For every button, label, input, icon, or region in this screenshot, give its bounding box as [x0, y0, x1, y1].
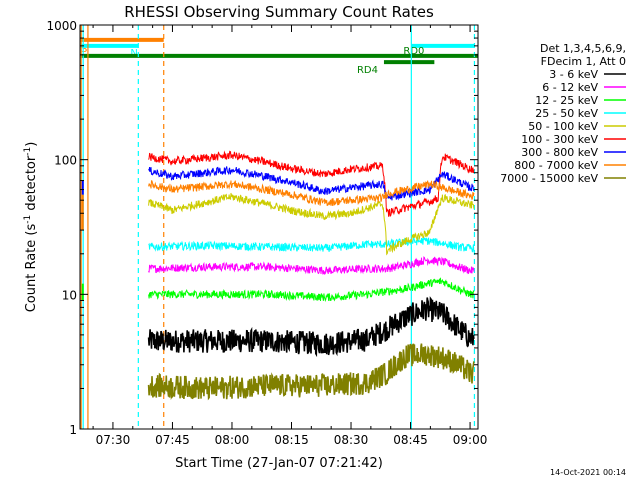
legend-label: 800 - 7000 keV: [514, 159, 598, 172]
x-tick-label: 07:45: [155, 433, 190, 447]
x-tick-label: 09:00: [453, 433, 488, 447]
series-line: [148, 150, 475, 217]
legend: Det 1,3,4,5,6,9, FDecim 1, Att 0 3 - 6 k…: [500, 42, 626, 185]
legend-label: 3 - 6 keV: [549, 68, 598, 81]
x-tick-label: 08:45: [393, 433, 428, 447]
series-line: [148, 180, 475, 207]
x-tick-label: 08:15: [274, 433, 309, 447]
y-tick-label: 10: [62, 288, 77, 302]
state-bar-label: N: [130, 48, 137, 59]
state-bar-label: RD4: [357, 65, 378, 76]
x-axis-label: Start Time (27-Jan-07 07:21:42): [175, 456, 383, 471]
y-axis-label-sup1: -1: [23, 215, 33, 224]
legend-label: 12 - 25 keV: [535, 94, 598, 107]
x-tick-label: 08:00: [215, 433, 250, 447]
state-bars-layer: S N RD0 RD4: [80, 37, 478, 76]
axes-layer: 07:30 07:45 08:00 08:15 08:30 08:45 09:00 1 10 10…: [46, 19, 487, 447]
legend-header-line-2: FDecim 1, Att 0: [541, 55, 626, 68]
chart-title: RHESSI Observing Summary Count Rates: [124, 3, 434, 21]
series-line: [148, 277, 475, 303]
vertical-lines-layer: [80, 25, 476, 429]
y-tick-label: 1000: [46, 19, 77, 33]
x-tick-label: 07:30: [96, 433, 131, 447]
legend-label: 300 - 800 keV: [521, 146, 598, 159]
series-line: [148, 236, 475, 253]
series-line: [147, 296, 475, 358]
series-layer: [81, 150, 475, 401]
legend-label: 6 - 12 keV: [542, 81, 598, 94]
legend-label: 25 - 50 keV: [535, 107, 598, 120]
y-axis-label-sup2: -1: [23, 147, 33, 156]
y-axis-label-part2: detector: [24, 155, 39, 215]
series-line: [148, 256, 475, 276]
legend-header-line-1: Det 1,3,4,5,6,9,: [540, 42, 626, 55]
legend-label: 7000 - 15000 keV: [500, 172, 598, 185]
y-axis-label-part1: Count Rate (s: [24, 224, 39, 313]
y-tick-label: 1: [69, 423, 77, 437]
legend-label: 50 - 100 keV: [528, 120, 598, 133]
series-line: [148, 166, 475, 201]
y-axis-label-part3: ): [24, 142, 39, 147]
y-tick-label: 100: [54, 154, 77, 168]
series-line: [148, 192, 475, 256]
state-bar-label: S: [81, 44, 87, 55]
x-tick-label: 08:30: [334, 433, 369, 447]
series-line: [147, 343, 475, 401]
footer-date: 14-Oct-2021 00:14: [550, 468, 626, 477]
y-axis-label: Count Rate (s-1 detector-1): [23, 142, 39, 313]
plot-frame: [79, 24, 479, 430]
state-bar-label: RD0: [403, 46, 424, 57]
legend-label: 100 - 300 keV: [521, 133, 598, 146]
